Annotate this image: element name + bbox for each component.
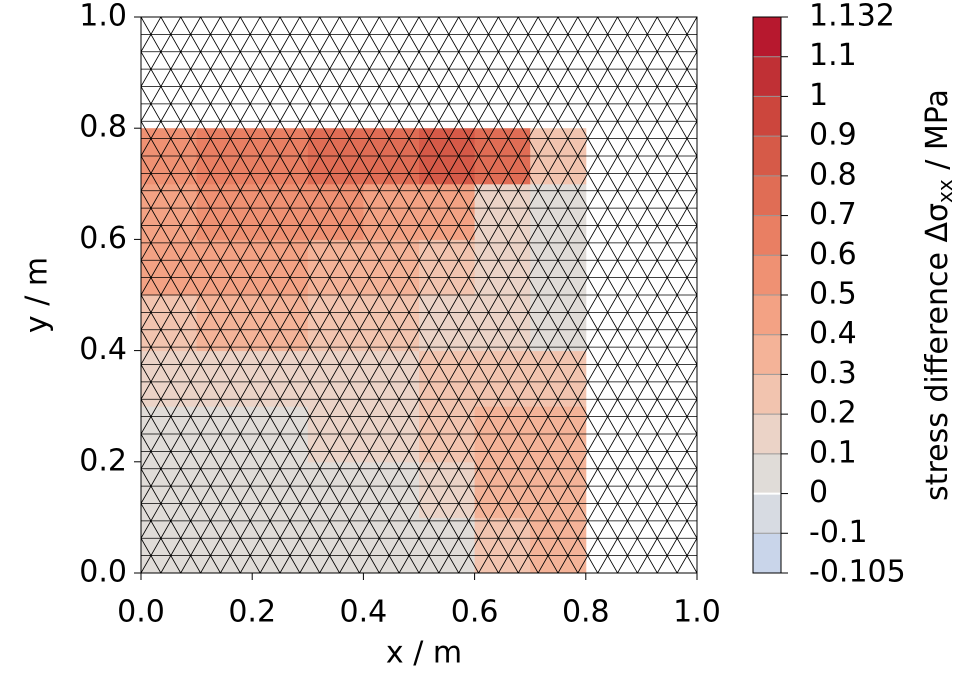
contour-cell (530, 517, 587, 574)
contour-cell (419, 239, 476, 296)
colorbar-tick-label: 0.8 (809, 157, 857, 192)
contour-cell (419, 295, 476, 352)
contour-cell (252, 295, 309, 352)
colorbar-label-main: stress difference Δσ (920, 203, 955, 501)
colorbar-segment (753, 56, 781, 97)
colorbar-segment (753, 453, 781, 495)
contour-cell (474, 183, 531, 240)
contour-cell (196, 461, 253, 518)
colorbar-label-unit: / MPa (920, 89, 955, 179)
colorbar-tick-label: 1.1 (809, 38, 857, 73)
x-axis-label: x / m (386, 636, 462, 671)
contour-cell (474, 350, 531, 407)
contour-cell (474, 461, 531, 518)
x-tick-label: 0.6 (451, 595, 499, 630)
colorbar-tick-label: 0.1 (809, 435, 857, 470)
colorbar-tick-label: -0.105 (809, 555, 906, 590)
colorbar-segment (753, 215, 781, 256)
colorbar-segment (753, 255, 781, 296)
contour-cell (196, 350, 253, 407)
contour-cell (252, 517, 309, 574)
colorbar-tick-label: 0 (809, 475, 828, 510)
colorbar-frame (752, 16, 782, 574)
y-axis-label: y / m (20, 257, 55, 333)
y-tick-label: 0.2 (79, 443, 127, 478)
plot-frame (140, 16, 698, 574)
colorbar-segment (753, 295, 781, 336)
x-tick-label: 0.0 (117, 595, 165, 630)
colorbar-tick-label: 0.9 (809, 118, 857, 153)
colorbar-segment (753, 334, 781, 375)
contour-cell (141, 239, 198, 296)
colorbar-label-sub: xx (933, 179, 957, 203)
colorbar-segment (753, 175, 781, 217)
colorbar-tick-label: 0.4 (809, 316, 857, 351)
y-tick-label: 0.8 (79, 110, 127, 145)
contour-cell (419, 517, 476, 574)
x-tick-label: 0.8 (562, 595, 610, 630)
colorbar-segment (753, 96, 781, 137)
colorbar-label: stress difference Δσxx / MPa (920, 89, 957, 501)
contour-cell (530, 239, 587, 296)
colorbar-tick-label: 1 (809, 78, 828, 113)
x-tick-label: 0.4 (340, 595, 388, 630)
y-tick-label: 1.0 (79, 0, 127, 34)
colorbar-tick-label: 0.7 (809, 197, 857, 232)
contour-cell (252, 239, 309, 296)
contour-cell (530, 295, 587, 352)
colorbar-tick-label: 0.2 (809, 396, 857, 431)
contour-cell (141, 295, 198, 352)
colorbar-tick-label: 0.6 (809, 237, 857, 272)
colorbar-segment (753, 17, 781, 58)
colorbar-tick-label: 0.5 (809, 277, 857, 312)
y-tick-label: 0.6 (79, 221, 127, 256)
colorbar-segment (753, 374, 781, 415)
colorbar-segment (753, 533, 781, 574)
colorbar-tick-label: 0.3 (809, 356, 857, 391)
colorbar-segment (753, 136, 781, 177)
contour-cell (141, 517, 198, 574)
colorbar-segment (753, 493, 781, 534)
colorbar-tick-label: 1.132 (809, 0, 895, 34)
colorbar-segment (753, 414, 781, 455)
x-tick-label: 0.2 (228, 595, 276, 630)
colorbar-tick-label: -0.1 (809, 515, 868, 550)
y-tick-label: 0.0 (79, 555, 127, 590)
contour-cell (196, 183, 253, 240)
y-tick-label: 0.4 (79, 332, 127, 367)
x-tick-label: 1.0 (673, 595, 721, 630)
